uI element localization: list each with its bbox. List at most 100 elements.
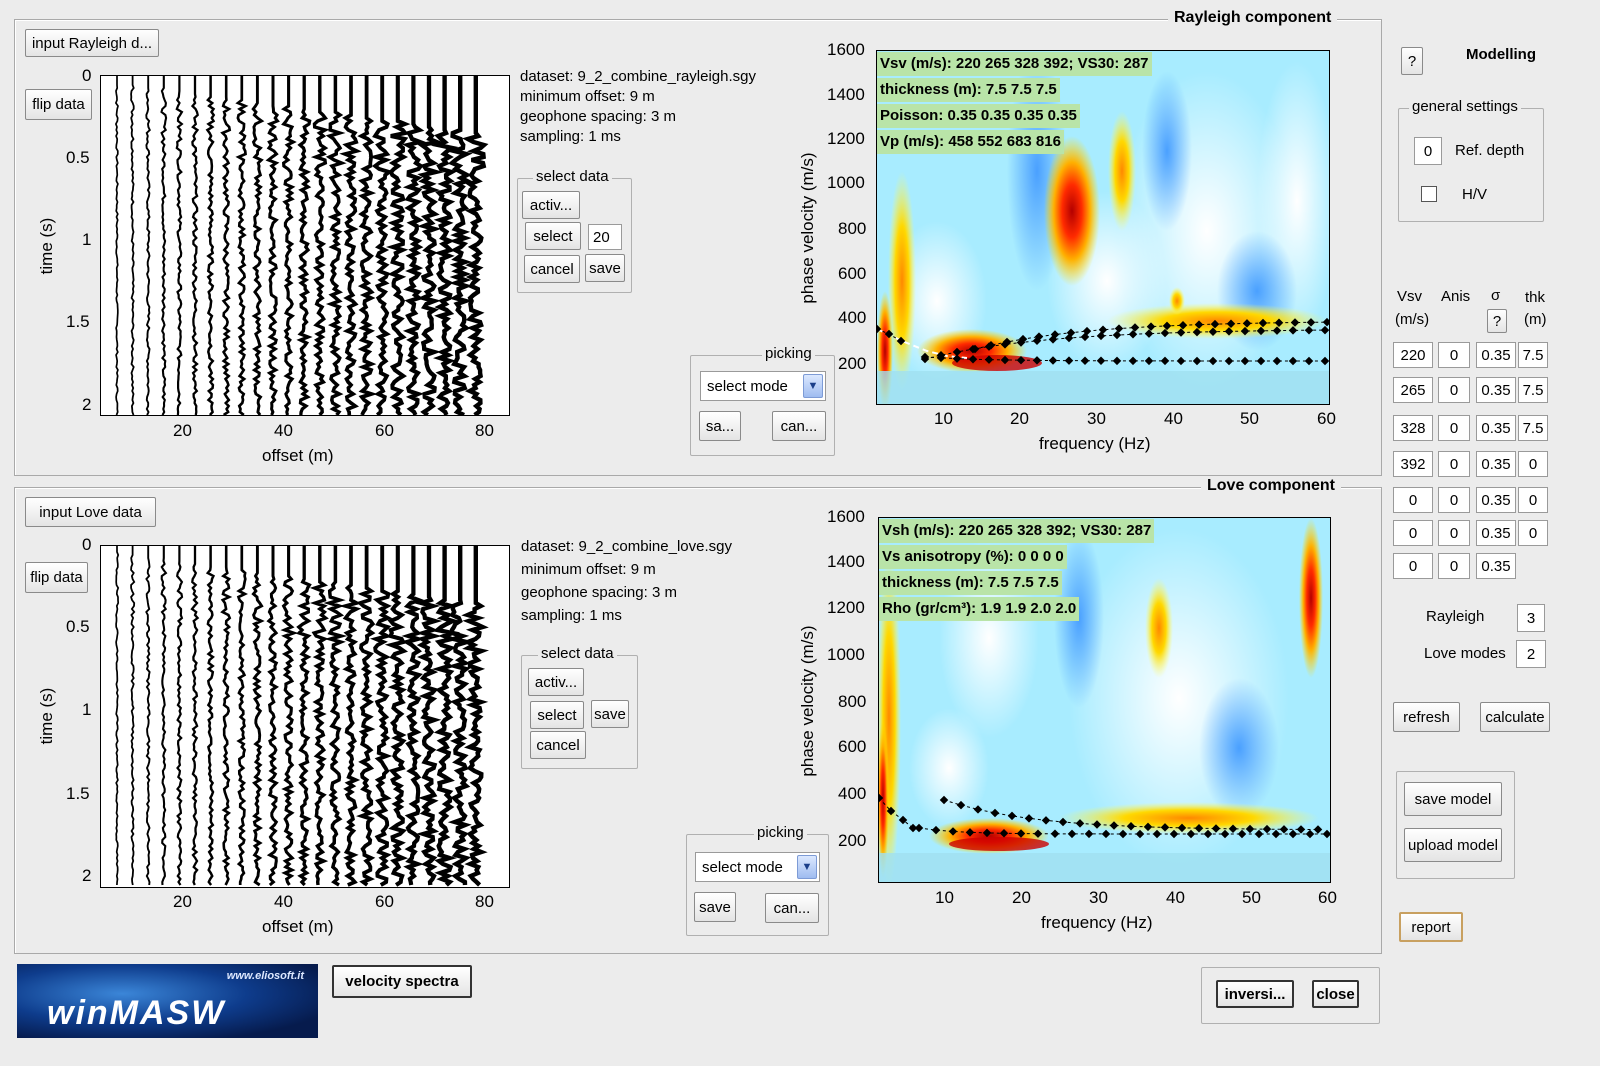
calculate-button[interactable]: calculate — [1480, 702, 1550, 732]
picked-point — [1160, 356, 1170, 366]
love-spec-ytick: 1200 — [827, 598, 865, 617]
inversion-button[interactable]: inversi... — [1216, 980, 1294, 1008]
model-thk-input[interactable]: 0 — [1518, 520, 1548, 546]
picked-point — [1256, 356, 1266, 366]
rayleigh-select-value[interactable]: 20 — [588, 224, 622, 250]
chevron-down-icon[interactable]: ▼ — [803, 374, 823, 398]
love-select-mode-dropdown[interactable]: select mode ▼ — [695, 852, 820, 882]
picked-point — [1304, 325, 1314, 335]
model-sigma-input[interactable]: 0.35 — [1476, 342, 1516, 368]
picked-point — [1041, 816, 1051, 825]
rayleigh-activ-button[interactable]: activ... — [522, 191, 580, 219]
rayleigh-select-button[interactable]: select — [525, 222, 581, 250]
close-button[interactable]: close — [1312, 980, 1359, 1008]
hv-checkbox[interactable] — [1421, 186, 1437, 202]
thk-unit-header: (m) — [1524, 311, 1547, 328]
picked-point — [884, 329, 894, 339]
love-save-button[interactable]: save — [591, 700, 629, 728]
chevron-down-icon[interactable]: ▼ — [797, 855, 817, 879]
model-sigma-input[interactable]: 0.35 — [1476, 520, 1516, 546]
report-button[interactable]: report — [1399, 912, 1463, 942]
overlay-line: thickness (m): 7.5 7.5 7.5 — [877, 78, 1060, 102]
model-vsv-input[interactable]: 0 — [1393, 553, 1433, 579]
model-thk-input[interactable]: 7.5 — [1518, 415, 1548, 441]
refresh-button[interactable]: refresh — [1393, 702, 1460, 732]
rayleigh-save-button[interactable]: save — [585, 254, 625, 282]
model-thk-input[interactable]: 7.5 — [1518, 377, 1548, 403]
rayleigh-select-mode-dropdown[interactable]: select mode ▼ — [700, 371, 826, 401]
picked-point — [1254, 829, 1264, 839]
input-love-data-button[interactable]: input Love data — [25, 497, 156, 527]
model-anis-input[interactable]: 0 — [1438, 487, 1470, 513]
love-select-button[interactable]: select — [530, 701, 584, 729]
seismic-trace — [176, 546, 184, 886]
picked-point — [1256, 326, 1266, 336]
model-anis-input[interactable]: 0 — [1438, 342, 1470, 368]
love-activ-button[interactable]: activ... — [528, 668, 584, 696]
sigma-help-button[interactable]: ? — [1487, 309, 1507, 333]
picked-point — [1169, 829, 1179, 839]
model-sigma-input[interactable]: 0.35 — [1476, 553, 1516, 579]
rayleigh-picking-cancel-button[interactable]: can... — [772, 411, 826, 441]
velocity-spectra-button[interactable]: velocity spectra — [332, 965, 472, 998]
model-anis-input[interactable]: 0 — [1438, 451, 1470, 477]
overlay-line: thickness (m): 7.5 7.5 7.5 — [879, 571, 1062, 595]
love-flip-data-button[interactable]: flip data — [25, 562, 88, 593]
model-vsv-input[interactable]: 220 — [1393, 342, 1433, 368]
picked-point — [1178, 320, 1188, 330]
model-sigma-input[interactable]: 0.35 — [1476, 451, 1516, 477]
model-vsv-input[interactable]: 0 — [1393, 520, 1433, 546]
model-sigma-input[interactable]: 0.35 — [1476, 415, 1516, 441]
seismic-trace — [357, 76, 378, 415]
love-seis-ytick: 0.5 — [66, 617, 90, 636]
seismic-trace — [431, 546, 461, 887]
picked-point — [1320, 356, 1329, 366]
rayleigh-seis-xtick: 80 — [475, 421, 494, 440]
love-picking-save-button[interactable]: save — [694, 892, 736, 922]
model-sigma-input[interactable]: 0.35 — [1476, 377, 1516, 403]
model-sigma-input[interactable]: 0.35 — [1476, 487, 1516, 513]
dataset-name: dataset: 9_2_combine_rayleigh.sgy — [520, 68, 756, 85]
picked-point — [1203, 829, 1213, 839]
seismic-trace — [368, 76, 394, 415]
input-rayleigh-data-button[interactable]: input Rayleigh d... — [25, 29, 159, 57]
model-vsv-input[interactable]: 328 — [1393, 415, 1433, 441]
model-anis-input[interactable]: 0 — [1438, 415, 1470, 441]
picked-point — [1272, 356, 1282, 366]
model-thk-input[interactable]: 0 — [1518, 487, 1548, 513]
model-anis-input[interactable]: 0 — [1438, 520, 1470, 546]
love-spec-xtick: 20 — [1012, 888, 1031, 907]
picked-point — [1160, 328, 1170, 338]
model-thk-input[interactable]: 0 — [1518, 451, 1548, 477]
love-cancel-button[interactable]: cancel — [530, 731, 586, 759]
upload-model-button[interactable]: upload model — [1404, 828, 1502, 862]
picked-point — [1098, 325, 1108, 334]
model-vsv-input[interactable]: 0 — [1393, 487, 1433, 513]
seismic-trace — [280, 76, 297, 415]
rayleigh-cancel-button[interactable]: cancel — [524, 255, 580, 283]
dispersion-curve — [924, 329, 1326, 360]
seismic-trace — [401, 546, 426, 886]
model-vsv-input[interactable]: 392 — [1393, 451, 1433, 477]
rayleigh-picking-save-button[interactable]: sa... — [699, 411, 741, 441]
love-spec-ytick: 600 — [838, 737, 867, 756]
save-model-button[interactable]: save model — [1404, 782, 1502, 816]
model-anis-input[interactable]: 0 — [1438, 377, 1470, 403]
love-modes-input[interactable]: 2 — [1516, 640, 1546, 668]
love-picking-cancel-button[interactable]: can... — [765, 893, 819, 923]
rayleigh-flip-data-button[interactable]: flip data — [25, 89, 92, 120]
model-thk-input[interactable]: 7.5 — [1518, 342, 1548, 368]
model-anis-input[interactable]: 0 — [1438, 553, 1470, 579]
rayleigh-spec-xtick: 50 — [1240, 409, 1259, 428]
picked-point — [931, 825, 941, 835]
geophone-spacing: geophone spacing: 3 m — [521, 584, 677, 601]
ref-depth-input[interactable]: 0 — [1414, 137, 1442, 165]
picked-point — [1237, 829, 1247, 839]
rayleigh-select-data-label: select data — [533, 168, 612, 185]
modelling-help-button[interactable]: ? — [1401, 47, 1423, 75]
rayleigh-modes-input[interactable]: 3 — [1517, 604, 1545, 632]
rayleigh-spec-ytick: 400 — [838, 308, 867, 327]
model-vsv-input[interactable]: 265 — [1393, 377, 1433, 403]
picked-point — [1007, 811, 1017, 821]
seismic-trace — [114, 76, 119, 415]
